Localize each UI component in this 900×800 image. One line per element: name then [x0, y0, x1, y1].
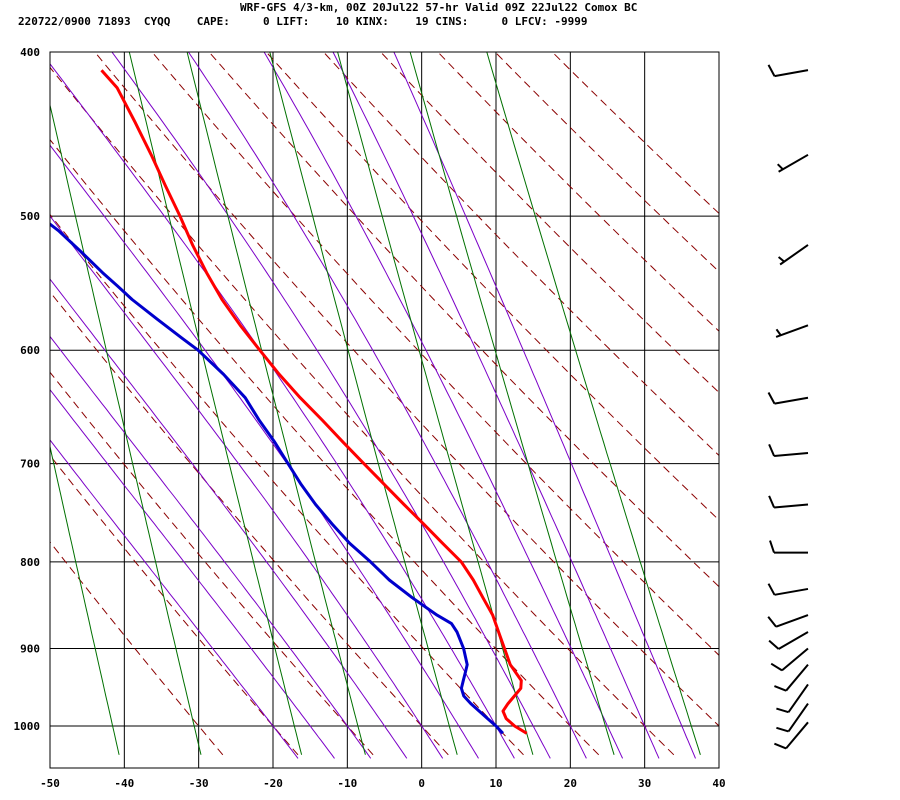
x-tick-label: 0: [418, 777, 425, 790]
moist-adiabat: [393, 52, 696, 759]
wind-barb: [776, 683, 809, 714]
mixing-ratio-line: [337, 52, 534, 755]
wind-barbs: [767, 64, 809, 750]
dry-adiabat: [151, 52, 719, 656]
adiabat-lines: [50, 52, 719, 759]
moist-adiabat: [50, 278, 408, 759]
dry-adiabat: [380, 52, 719, 394]
wind-barb: [774, 664, 809, 692]
moist-adiabat: [50, 144, 479, 759]
y-tick-label: 1000: [14, 720, 41, 733]
wind-barb: [775, 324, 809, 338]
moist-adiabat: [263, 52, 624, 759]
x-tick-label: 20: [564, 777, 577, 790]
dewpoint-series-line: [50, 222, 504, 735]
dry-adiabat: [94, 52, 719, 727]
dry-adiabat: [50, 138, 600, 756]
moist-adiabat: [50, 439, 299, 759]
x-tick-label: 40: [712, 777, 725, 790]
moist-adiabat: [50, 63, 515, 759]
dry-adiabat: [437, 52, 719, 332]
x-tick-label: 10: [489, 777, 502, 790]
dry-adiabat: [50, 66, 675, 756]
y-tick-label: 800: [20, 556, 40, 569]
wind-barb: [767, 614, 809, 628]
y-tick-label: 600: [20, 344, 40, 357]
wind-barb: [768, 444, 809, 457]
moist-adiabat: [332, 52, 660, 759]
wind-barb: [767, 64, 809, 78]
temperature-series-line: [100, 69, 528, 735]
mixing-ratio-line: [128, 52, 303, 755]
wind-barb: [767, 392, 809, 405]
chart-title: WRF-GFS 4/3-km, 00Z 20Jul22 57-hr Valid …: [240, 1, 638, 14]
x-tick-label: 30: [638, 777, 651, 790]
x-tick-label: -40: [114, 777, 134, 790]
mixing-ratio-line: [269, 52, 458, 755]
y-tick-label: 900: [20, 642, 40, 655]
x-tick-label: -20: [263, 777, 283, 790]
x-tick-label: -10: [337, 777, 357, 790]
sounding-series: [50, 69, 528, 735]
wind-barb: [770, 647, 809, 672]
wind-barb: [774, 721, 809, 750]
moist-adiabat: [50, 335, 372, 759]
y-tick-label: 500: [20, 210, 40, 223]
moist-adiabat: [50, 215, 444, 759]
mixing-ratio-line: [186, 52, 366, 755]
wind-barb: [768, 495, 809, 509]
dry-adiabat: [50, 213, 524, 756]
dry-adiabat: [50, 454, 299, 756]
y-tick-label: 700: [20, 458, 40, 471]
wind-barb: [776, 153, 809, 173]
dry-adiabat: [50, 371, 374, 756]
plot-frame: [49, 51, 720, 769]
dry-adiabat: [208, 52, 719, 588]
wind-barb: [768, 631, 809, 650]
tick-labels: 400 500 600 700 800 900 1000 -50 -40 -30 -20 -10 0 10…: [14, 46, 726, 790]
y-tick-label: 400: [20, 46, 40, 59]
moist-adiabat: [50, 388, 335, 759]
wind-barb: [769, 540, 809, 554]
dry-adiabat: [551, 52, 719, 215]
mixing-ratio-line: [50, 102, 202, 755]
dry-adiabat: [50, 291, 449, 756]
moist-adiabat: [111, 52, 551, 759]
mixing-ratio-line: [409, 52, 615, 755]
x-tick-label: -50: [40, 777, 60, 790]
wind-barb: [777, 244, 809, 266]
wind-barb: [767, 583, 809, 596]
grid-lines: [49, 51, 720, 768]
dry-adiabat: [494, 52, 719, 273]
moist-adiabat: [187, 52, 587, 759]
mixing-ratio-line: [486, 52, 701, 755]
x-tick-label: -30: [189, 777, 209, 790]
dry-adiabat: [323, 52, 719, 457]
station-summary: 220722/0900 71893 CYQQ CAPE: 0 LIFT: 10 …: [18, 15, 588, 28]
mixing-ratio-line: [50, 444, 120, 755]
wind-barb: [776, 703, 809, 733]
